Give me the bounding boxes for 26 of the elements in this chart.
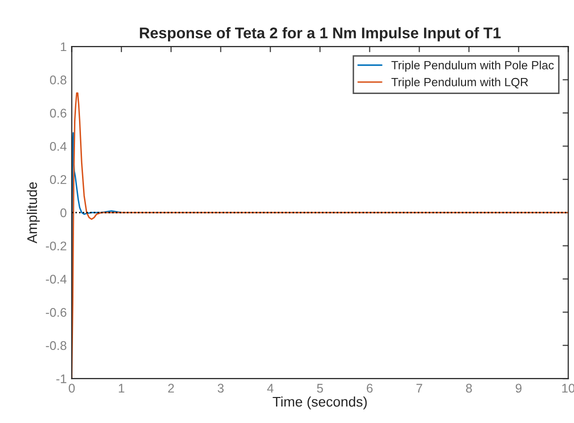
x-tick-label: 5 bbox=[317, 384, 323, 393]
y-tick-label: -0.2 bbox=[46, 242, 66, 250]
x-tick-label: 3 bbox=[218, 384, 224, 393]
x-tick-label: 1 bbox=[118, 384, 124, 393]
y-tick-label: 0 bbox=[60, 208, 66, 218]
x-tick-label: 6 bbox=[366, 384, 373, 393]
y-tick-label: -1 bbox=[56, 374, 66, 384]
y-axis-title: Amplitude bbox=[26, 182, 40, 244]
x-tick-label: 7 bbox=[416, 384, 422, 393]
y-tick-label: 0.2 bbox=[50, 175, 66, 184]
y-tick-label: -0.6 bbox=[46, 308, 66, 317]
x-tick-label: 8 bbox=[466, 384, 472, 393]
y-tick-label: 0.4 bbox=[50, 142, 67, 151]
x-tick-label: 9 bbox=[516, 384, 522, 393]
y-tick-label: 0.8 bbox=[50, 76, 66, 84]
x-tick-label: 2 bbox=[168, 384, 174, 393]
y-tick-label: 0.6 bbox=[50, 108, 66, 118]
legend-label: Triple Pendulum with LQR bbox=[391, 78, 528, 89]
y-tick-label: -0.8 bbox=[46, 341, 66, 350]
y-tick-label: -0.4 bbox=[46, 274, 67, 284]
legend-label: Triple Pendulum with Pole Plac bbox=[391, 60, 554, 72]
y-tick-label: 1 bbox=[60, 42, 66, 52]
x-tick-label: 0 bbox=[68, 384, 75, 393]
x-tick-label: 4 bbox=[267, 384, 274, 393]
x-axis-title: Time (seconds) bbox=[272, 396, 367, 410]
chart-title: Response of Teta 2 for a 1 Nm Impulse Input of T1 bbox=[140, 27, 501, 42]
